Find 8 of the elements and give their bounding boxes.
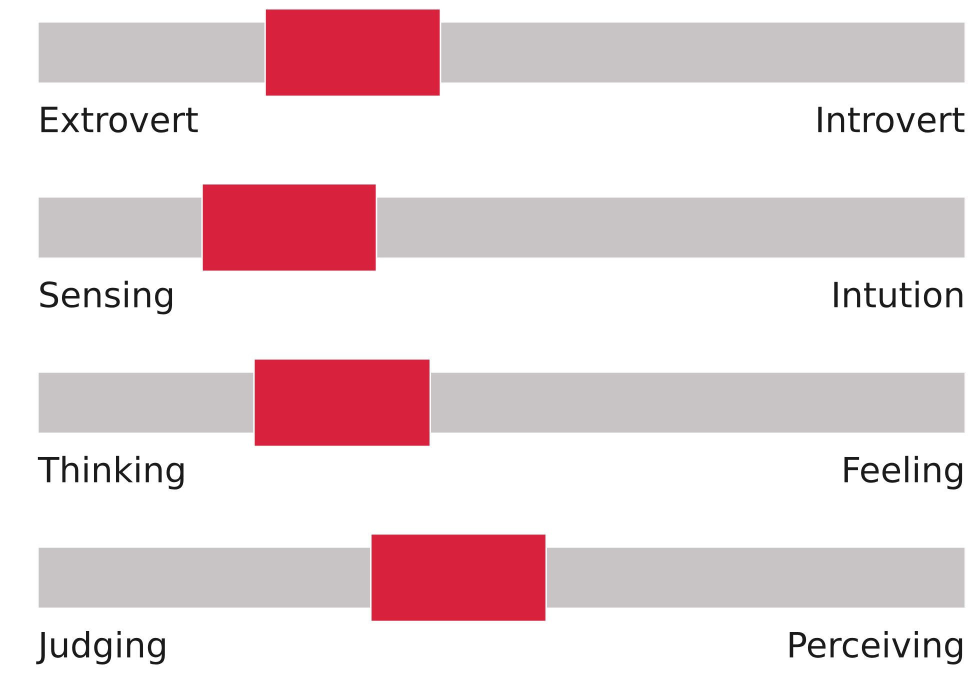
y-tick-label: Judging [36,630,165,665]
annotation: Intution [834,280,962,308]
annotation: Perceiving [790,630,962,665]
y-tick-label: Sensing [40,280,172,314]
annotation: Feeling [844,456,962,490]
annotation: Introvert [818,106,964,133]
y-tick-label: Thinking [38,456,184,490]
y-tick-label: Extrovert [41,106,198,133]
